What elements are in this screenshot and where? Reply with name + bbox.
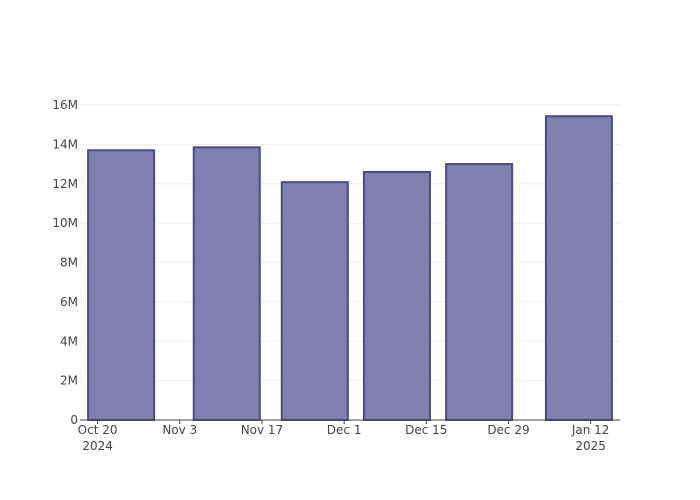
y-tick-label: 12M [52, 177, 78, 191]
bar [544, 115, 613, 422]
x-tick-label: Jan 12 2025 [571, 423, 610, 453]
bar [192, 146, 261, 421]
y-tick-label: 6M [60, 295, 78, 309]
x-tick-label-line: Nov 3 [162, 423, 197, 437]
y-tick-label: 0 [70, 413, 78, 427]
x-tick-label: Nov 17 [241, 423, 284, 437]
bar [362, 170, 431, 421]
y-tick-label: 10M [52, 216, 78, 230]
x-tick-label: Dec 1 [327, 423, 362, 437]
x-tick-label: Dec 15 [405, 423, 447, 437]
x-tick-label-line: Oct 20 [78, 423, 118, 437]
x-tick-label-line: Nov 17 [241, 423, 284, 437]
y-tick-label: 4M [60, 334, 78, 348]
x-tick-label-line: Dec 15 [405, 423, 447, 437]
x-tick-label-line: Jan 12 [571, 423, 610, 437]
bar [445, 163, 514, 421]
y-tick-label: 8M [60, 256, 78, 270]
y-tick-label: 16M [52, 98, 78, 112]
x-tick-label-line: 2024 [82, 439, 113, 453]
x-tick-label: Oct 20 2024 [78, 423, 118, 453]
x-tick-label-line: 2025 [575, 439, 606, 453]
bar [87, 149, 156, 421]
x-tick-label-line: Dec 29 [487, 423, 529, 437]
y-tick-label: 2M [60, 374, 78, 388]
x-tick-label: Nov 3 [162, 423, 197, 437]
y-tick-label: 14M [52, 137, 78, 151]
x-tick-label: Dec 29 [487, 423, 529, 437]
x-tick-label-line: Dec 1 [327, 423, 362, 437]
bar [280, 181, 349, 421]
